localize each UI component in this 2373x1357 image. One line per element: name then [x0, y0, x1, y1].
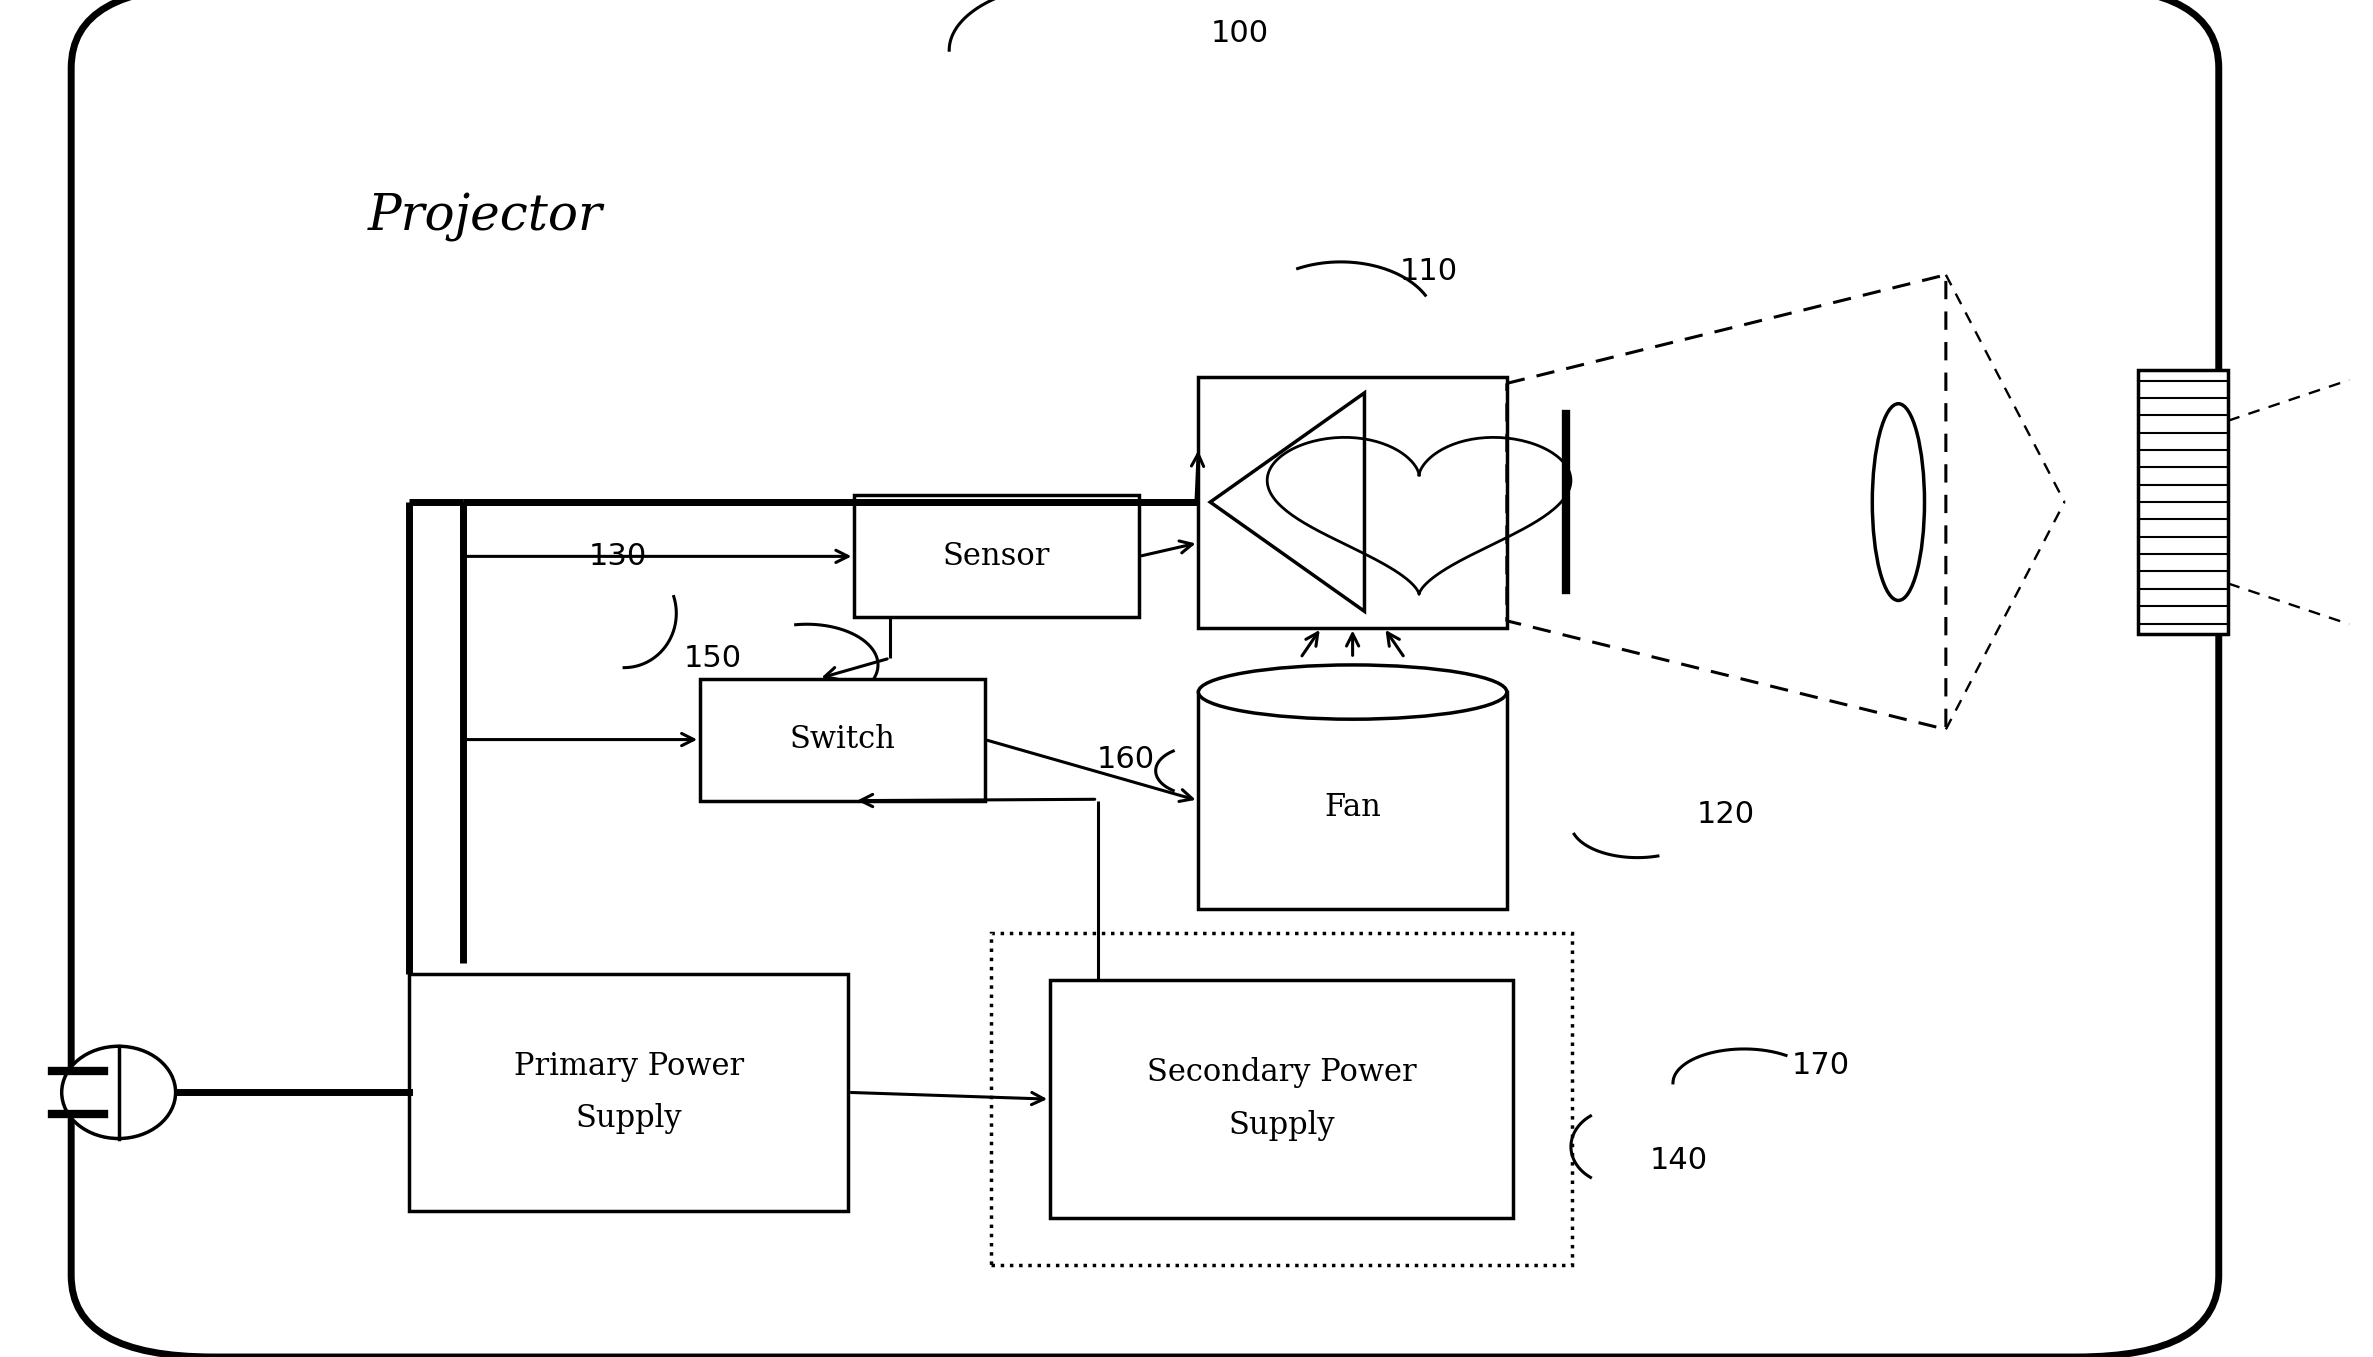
Text: Secondary Power
Supply: Secondary Power Supply [1146, 1057, 1417, 1141]
Bar [990, 934, 1571, 1265]
Ellipse shape [62, 1046, 176, 1139]
Text: Projector: Projector [368, 193, 603, 242]
Bar [1198, 377, 1507, 628]
Bar [854, 495, 1139, 617]
Ellipse shape [1872, 404, 1925, 600]
Ellipse shape [1198, 665, 1507, 719]
Text: 150: 150 [683, 643, 740, 673]
Text: 110: 110 [1400, 256, 1457, 286]
Text: Sensor: Sensor [942, 541, 1051, 571]
Text: 160: 160 [1096, 745, 1153, 775]
Text: 100: 100 [1210, 19, 1267, 49]
Text: Primary Power
Supply: Primary Power Supply [515, 1050, 743, 1134]
Bar [1049, 981, 1512, 1219]
Text: 130: 130 [589, 541, 648, 571]
FancyBboxPatch shape [71, 0, 2219, 1357]
Bar [1198, 692, 1507, 909]
Text: 120: 120 [1697, 799, 1754, 829]
Text: 140: 140 [1649, 1145, 1706, 1175]
Bar [2138, 369, 2228, 635]
Text: 170: 170 [1792, 1050, 1849, 1080]
Bar [700, 678, 985, 801]
Bar [408, 974, 850, 1210]
Text: Fan: Fan [1324, 792, 1381, 822]
Text: Switch: Switch [790, 725, 895, 754]
